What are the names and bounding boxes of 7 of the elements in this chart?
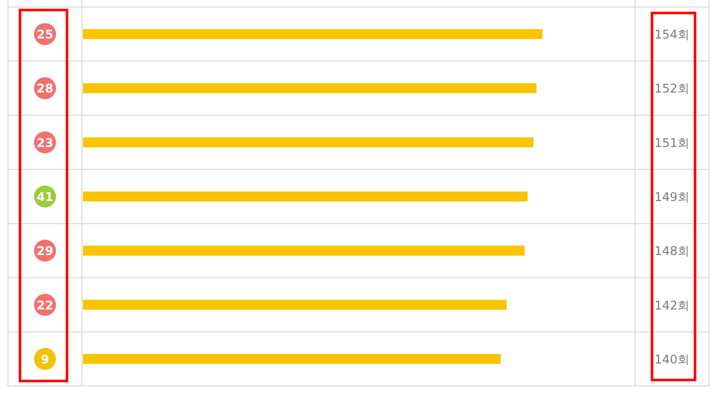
y-tick-label: 28 xyxy=(36,82,54,96)
y-tick-label: 41 xyxy=(36,190,54,204)
y-tick-label: 22 xyxy=(36,298,54,312)
y-tick-label: 25 xyxy=(36,28,54,42)
y-tick-label: 23 xyxy=(36,136,54,150)
y-tick-label: 29 xyxy=(36,244,54,258)
y-tick-label: 9 xyxy=(40,352,50,366)
